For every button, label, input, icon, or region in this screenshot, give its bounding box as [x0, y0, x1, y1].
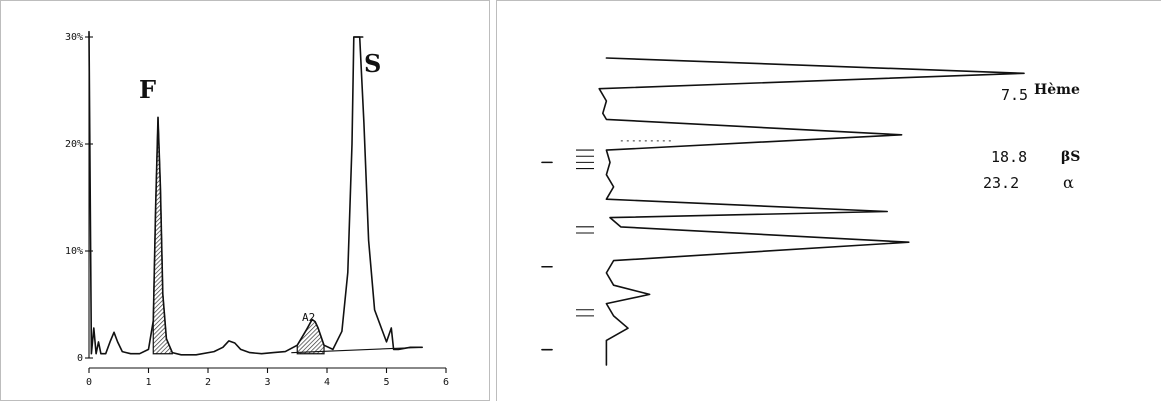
peak-label-f: F [139, 75, 156, 104]
peak-a2-fill [297, 319, 324, 353]
left-chromatogram: 0 10% 20% 30% 0 1 2 3 4 5 6 F S A2 [0, 0, 490, 401]
peak-f-fill [153, 117, 172, 353]
x-tick-label: 0 [86, 377, 92, 388]
right-electropherogram-panel: 7.5 Hème 18.8 βS 23.2 α [496, 0, 1161, 401]
left-panel-frame [1, 1, 490, 401]
peak-label-s: S [364, 49, 381, 78]
peak-value-beta-s: 18.8 [991, 148, 1027, 166]
x-tick-label: 4 [324, 377, 330, 388]
right-peak-labels: 7.5 Hème 18.8 βS 23.2 α [983, 82, 1080, 192]
peak-value-alpha: 23.2 [983, 174, 1019, 192]
peak-label-heme: Hème [1034, 82, 1080, 98]
peak-label-beta-s: βS [1061, 149, 1080, 165]
x-tick-label: 2 [205, 377, 211, 388]
peak-labels: F S A2 [139, 49, 381, 324]
electropherogram-trace [599, 58, 1024, 365]
y-tick-label: 10% [65, 246, 83, 257]
peak-label-alpha: α [1063, 173, 1074, 192]
y-tick-label: 0 [77, 353, 83, 364]
right-trace [599, 58, 1024, 365]
x-tick-label: 5 [383, 377, 389, 388]
peak-value-heme: 7.5 [1001, 86, 1028, 104]
peak-label-a2: A2 [302, 311, 315, 324]
y-tick-label: 20% [65, 139, 83, 150]
left-chromatogram-panel: 0 10% 20% 30% 0 1 2 3 4 5 6 F S A2 [0, 0, 490, 401]
x-tick-label: 1 [145, 377, 151, 388]
right-electropherogram: 7.5 Hème 18.8 βS 23.2 α [496, 0, 1161, 401]
peak-fills [153, 117, 324, 353]
x-tick-label: 6 [443, 377, 449, 388]
y-tick-label: 30% [65, 32, 83, 43]
x-tick-label: 3 [264, 377, 270, 388]
